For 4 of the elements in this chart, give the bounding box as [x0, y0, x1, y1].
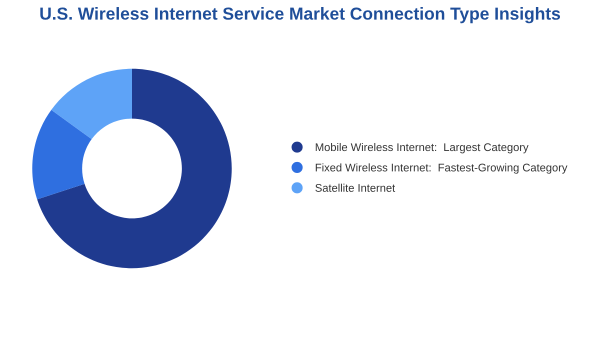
legend-label: Fixed Wireless Internet: Fastest-Growing Category	[316, 163, 568, 174]
chart-title: U.S. Wireless Internet Service Market Connection Type Insights	[40, 7, 560, 24]
legend-label: Satellite Internet	[315, 184, 396, 192]
legend-label: Mobile Wireless Internet: Largest Category	[316, 142, 529, 154]
